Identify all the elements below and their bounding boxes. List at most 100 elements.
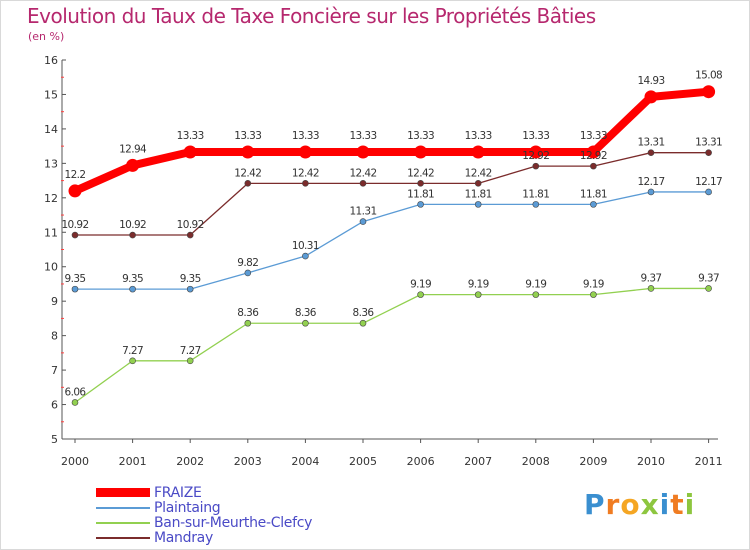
data-label-plaintaing: 11.31 (349, 206, 376, 218)
series-line-mandray (74, 152, 710, 236)
data-label-mandray: 12.92 (580, 150, 607, 162)
data-label-ban-sur-meurthe-clefcy: 7.27 (180, 345, 201, 357)
x-tick-label: 2008 (522, 455, 550, 468)
data-point-plaintaing (417, 201, 424, 208)
data-label-plaintaing: 9.82 (237, 257, 258, 269)
logo-letter: i (684, 488, 696, 521)
data-label-ban-sur-meurthe-clefcy: 9.37 (641, 272, 662, 284)
legend-swatch-fraize (96, 488, 150, 497)
y-tick-label: 16 (44, 54, 58, 67)
series-line-ban-sur-meurthe-clefcy (74, 287, 710, 404)
data-point-plaintaing (474, 201, 482, 208)
proxiti-logo: Proxiti (584, 488, 695, 521)
data-point-fraize (529, 145, 543, 159)
data-label-fraize: 12.2 (65, 169, 86, 181)
logo-letter: t (670, 488, 685, 521)
data-point-ban-sur-meurthe-clefcy (186, 357, 194, 365)
data-point-fraize (414, 145, 428, 159)
data-label-plaintaing: 11.81 (407, 188, 434, 200)
data-label-fraize: 13.33 (407, 130, 434, 142)
logo-letter: o (620, 488, 641, 521)
data-label-fraize: 12.94 (119, 143, 147, 155)
data-point-ban-sur-meurthe-clefcy (532, 291, 540, 298)
legend-label-fraize: FRAIZE (154, 485, 202, 501)
data-label-ban-sur-meurthe-clefcy: 9.19 (410, 279, 431, 291)
data-point-fraize (644, 90, 658, 104)
data-point-fraize (241, 145, 255, 159)
x-tick-label: 2006 (407, 455, 435, 468)
series-line-fraize (71, 87, 713, 195)
data-label-mandray: 10.92 (119, 219, 146, 231)
data-label-fraize: 13.33 (292, 130, 319, 142)
data-point-mandray (532, 162, 540, 170)
data-label-mandray: 12.42 (292, 167, 319, 179)
data-point-mandray (590, 162, 597, 170)
y-tick-label: 6 (51, 399, 58, 412)
data-label-plaintaing: 9.35 (65, 273, 86, 285)
data-label-plaintaing: 12.17 (695, 176, 722, 188)
data-label-mandray: 10.92 (177, 219, 204, 231)
data-point-mandray (705, 149, 712, 156)
data-point-ban-sur-meurthe-clefcy (647, 285, 655, 292)
logo-letter: P (584, 488, 606, 521)
data-point-fraize (471, 145, 485, 159)
y-tick-label: 15 (44, 88, 58, 101)
x-tick-label: 2000 (61, 455, 89, 468)
data-point-plaintaing (71, 285, 79, 293)
data-point-ban-sur-meurthe-clefcy (71, 399, 79, 406)
y-tick-label: 14 (44, 123, 58, 136)
x-tick-label: 2003 (234, 455, 262, 468)
data-label-plaintaing: 11.81 (465, 188, 492, 200)
data-label-fraize: 13.33 (580, 130, 607, 142)
data-point-ban-sur-meurthe-clefcy (129, 357, 136, 365)
y-tick-label: 12 (44, 192, 58, 205)
x-tick-label: 2001 (119, 455, 147, 468)
data-point-plaintaing (302, 252, 309, 260)
legend-swatch-ban-sur-meurthe-clefcy (96, 522, 150, 524)
data-point-mandray (647, 149, 655, 156)
y-tick-label: 8 (51, 330, 58, 343)
data-label-fraize: 13.33 (177, 130, 204, 142)
data-point-ban-sur-meurthe-clefcy (474, 291, 482, 298)
data-label-plaintaing: 12.17 (637, 176, 664, 188)
data-point-mandray (244, 180, 252, 187)
legend-label-mandray: Mandray (154, 530, 213, 546)
data-label-mandray: 12.92 (522, 150, 549, 162)
x-tick-label: 2011 (695, 455, 723, 468)
series-line-plaintaing (74, 191, 710, 290)
data-point-mandray (71, 231, 79, 239)
data-point-ban-sur-meurthe-clefcy (705, 285, 712, 292)
data-label-fraize: 13.33 (465, 130, 492, 142)
data-label-fraize: 13.33 (234, 130, 261, 142)
data-point-mandray (302, 180, 309, 187)
legend-label-ban-sur-meurthe-clefcy: Ban-sur-Meurthe-Clefcy (154, 515, 313, 531)
data-point-plaintaing (647, 188, 655, 196)
data-point-ban-sur-meurthe-clefcy (302, 319, 309, 327)
data-point-ban-sur-meurthe-clefcy (359, 319, 367, 327)
legend-swatch-mandray (96, 537, 150, 539)
data-label-mandray: 12.42 (349, 167, 376, 179)
data-point-fraize (298, 145, 312, 159)
x-tick-label: 2004 (291, 455, 319, 468)
data-label-ban-sur-meurthe-clefcy: 8.36 (295, 307, 317, 319)
data-point-fraize (356, 145, 370, 159)
data-label-plaintaing: 9.35 (122, 273, 143, 285)
y-tick-label: 7 (51, 364, 58, 377)
data-label-ban-sur-meurthe-clefcy: 6.06 (65, 386, 87, 398)
data-point-plaintaing (532, 201, 540, 208)
x-tick-label: 2002 (176, 455, 204, 468)
data-label-plaintaing: 11.81 (580, 188, 607, 200)
y-tick-label: 10 (44, 261, 58, 274)
data-label-ban-sur-meurthe-clefcy: 9.19 (468, 279, 489, 291)
y-tick-label: 11 (44, 226, 58, 239)
data-point-plaintaing (244, 269, 252, 277)
data-label-mandray: 12.42 (234, 167, 261, 179)
y-tick-label: 5 (51, 433, 58, 446)
data-label-mandray: 12.42 (407, 167, 434, 179)
data-label-plaintaing: 10.31 (292, 240, 319, 252)
logo-letter: r (605, 488, 621, 521)
data-point-mandray (417, 180, 424, 187)
series-fraize (68, 85, 716, 198)
data-point-mandray (186, 231, 194, 239)
